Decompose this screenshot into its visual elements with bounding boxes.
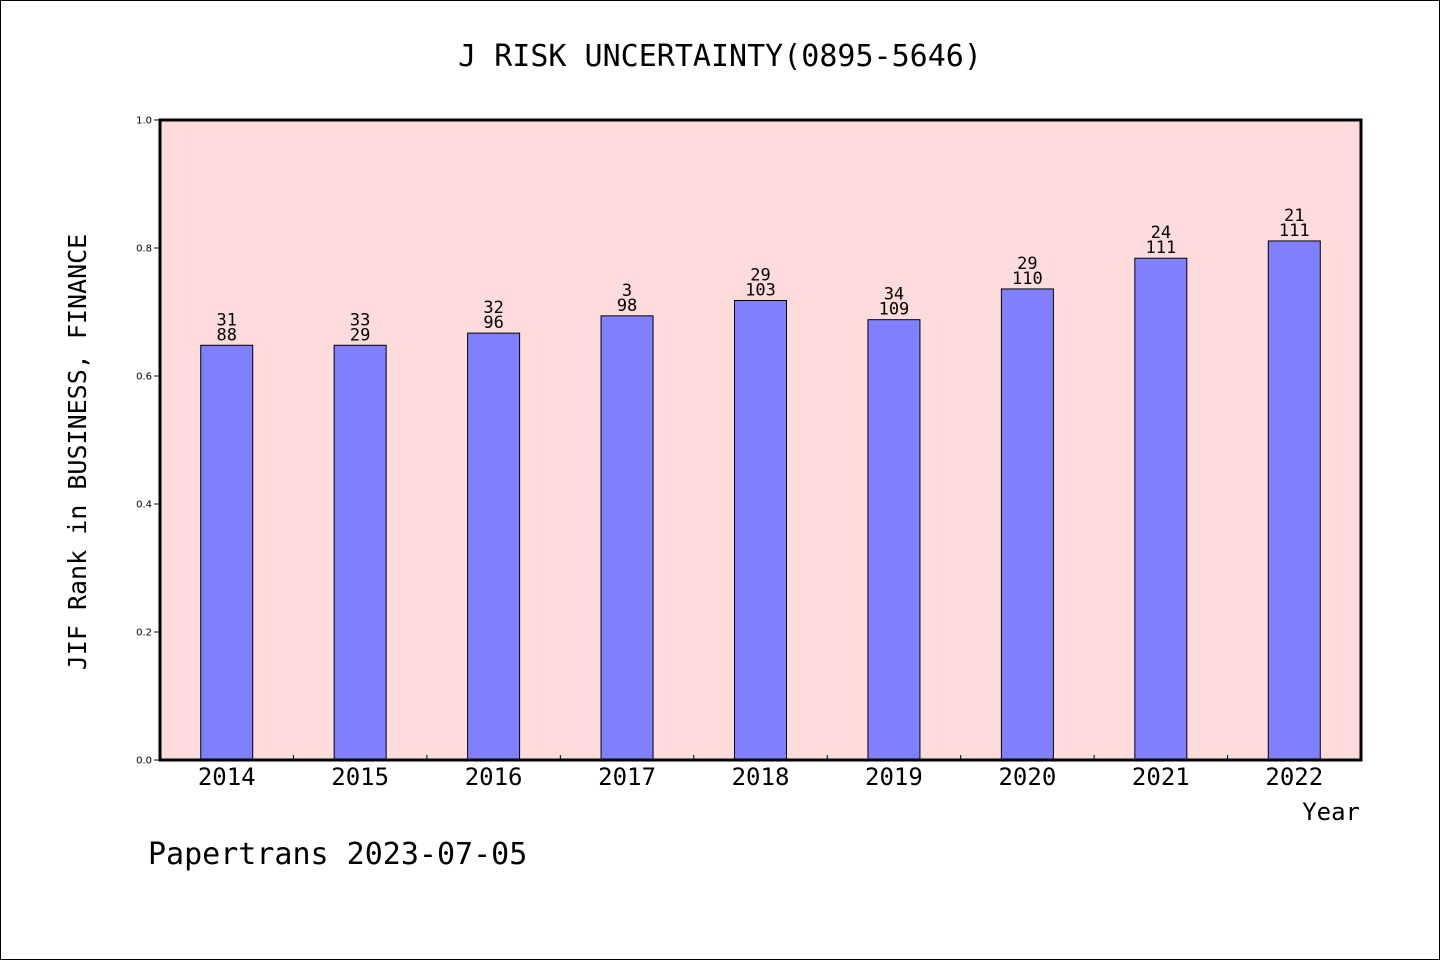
rank-label: 34: [884, 285, 904, 305]
x-axis-label: Year: [1302, 798, 1360, 826]
rank-label: 33: [350, 310, 370, 330]
x-tick-label: 2021: [1132, 763, 1190, 791]
x-tick-label: 2014: [198, 763, 256, 791]
total-label: 96: [483, 313, 503, 333]
footer-text: Papertrans 2023-07-05: [148, 837, 527, 872]
total-label: 98: [617, 296, 637, 316]
total-label: 111: [1279, 221, 1310, 241]
y-tick-label: 0.0: [136, 756, 152, 767]
total-label: 103: [745, 280, 776, 300]
x-tick-label: 2017: [598, 763, 656, 791]
y-axis-label: JIF Rank in BUSINESS, FINANCE: [63, 234, 92, 671]
x-tick-label: 2015: [331, 763, 389, 791]
x-tick-label: 2019: [865, 763, 923, 791]
y-tick-label: 0.4: [136, 500, 152, 511]
plot-border: [158, 118, 1363, 762]
total-label: 110: [1012, 269, 1043, 289]
bar: [1134, 257, 1188, 761]
total-label: 29: [350, 325, 370, 345]
bars-group: [200, 240, 1321, 761]
bar: [467, 332, 521, 761]
bar: [200, 344, 254, 761]
y-tick-label: 0.6: [136, 372, 152, 383]
chart-title: J RISK UNCERTAINTY(0895-5646): [458, 39, 982, 74]
total-label: 88: [216, 325, 236, 345]
y-tick-label: 1.0: [136, 116, 152, 127]
bar: [600, 315, 654, 761]
x-tick-label: 2020: [998, 763, 1056, 791]
rank-label: 29: [750, 265, 770, 285]
x-tick-label: 2016: [465, 763, 523, 791]
bar: [867, 319, 921, 761]
bar: [734, 299, 787, 761]
ticks-group: 0.0 0.2 0.4 0.6 0.8 1.0 2014 2015 2016 2017 2018 20…: [136, 116, 1323, 792]
rank-label: 3: [622, 281, 632, 301]
x-tick-label: 2022: [1265, 763, 1323, 791]
rank-label: 24: [1151, 223, 1171, 243]
total-label: 111: [1145, 238, 1176, 258]
bar: [1267, 240, 1321, 761]
rank-label: 31: [216, 310, 236, 330]
y-tick-label: 0.2: [136, 628, 152, 639]
y-tick-label: 0.8: [136, 244, 152, 255]
total-label: 109: [879, 300, 910, 320]
rank-label: 21: [1284, 206, 1304, 226]
x-tick-label: 2018: [732, 763, 790, 791]
rank-label: 32: [483, 298, 503, 318]
rank-label: 29: [1017, 254, 1037, 274]
bar: [333, 344, 387, 761]
bar: [1000, 288, 1054, 761]
